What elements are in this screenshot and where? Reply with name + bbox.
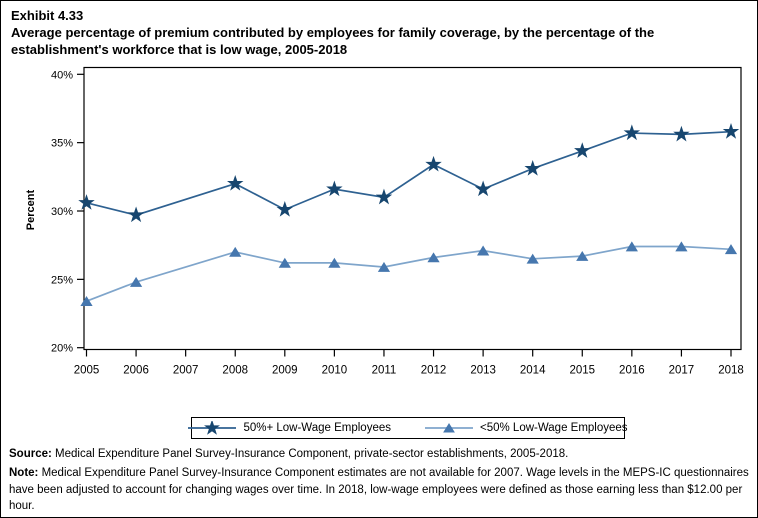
series-under50-low-wage (80, 241, 738, 307)
data-point-marker (377, 261, 391, 272)
x-tick-label: 2009 (272, 365, 298, 377)
data-point-marker (526, 253, 539, 264)
x-tick-label: 2015 (569, 365, 595, 377)
data-point-marker (326, 180, 343, 197)
data-point-marker (80, 296, 93, 307)
footnotes: Source: Medical Expenditure Panel Survey… (9, 446, 753, 517)
series-line (86, 130, 732, 216)
x-tick-label: 2010 (322, 365, 348, 377)
data-point-marker (673, 125, 690, 142)
series-50plus-low-wage (78, 123, 740, 223)
method-note: Note: Medical Expenditure Panel Survey-I… (9, 465, 753, 514)
x-tick-label: 2016 (619, 365, 645, 377)
x-tick-label: 2006 (123, 365, 149, 377)
data-point-marker (625, 241, 638, 252)
y-tick-label: 25% (51, 274, 73, 286)
note-text: Medical Expenditure Panel Survey-Insuran… (9, 467, 749, 512)
data-point-marker (229, 246, 242, 257)
data-point-marker (675, 241, 688, 252)
y-tick-label: 40% (51, 69, 73, 81)
data-point-marker (375, 188, 393, 205)
x-tick-label: 2005 (74, 365, 100, 377)
legend-item-under50-low-wage: <50% Low-Wage Employees (425, 421, 628, 435)
data-point-marker (574, 142, 591, 158)
x-tick-label: 2013 (470, 365, 496, 377)
x-tick-label: 2018 (718, 365, 744, 377)
data-point-marker (328, 257, 341, 268)
chart-legend: 50%+ Low-Wage Employees <50% Low-Wage Em… (188, 417, 628, 439)
source-note: Source: Medical Expenditure Panel Survey… (9, 446, 753, 462)
plot-frame (83, 66, 742, 351)
data-point-marker (724, 244, 738, 255)
x-tick-label: 2007 (173, 365, 199, 377)
y-axis-title: Percent (25, 189, 37, 230)
data-point-marker (427, 252, 440, 263)
triangle-icon (443, 423, 455, 433)
y-tick-label: 30% (51, 206, 73, 218)
y-tick-label: 20% (51, 343, 73, 355)
note-label: Note: (9, 467, 39, 480)
data-point-marker (524, 159, 541, 176)
x-tick-label: 2008 (222, 365, 248, 377)
data-point-marker (78, 194, 95, 210)
title-block: Exhibit 4.33 Average percentage of premi… (11, 7, 719, 58)
data-point-marker (474, 180, 492, 197)
data-point-marker (278, 257, 291, 268)
chart-title: Average percentage of premium contribute… (11, 25, 655, 58)
data-point-marker (477, 245, 490, 256)
x-tick-label: 2011 (372, 365, 397, 377)
data-point-marker (576, 250, 589, 261)
legend-label: 50%+ Low-Wage Employees (243, 422, 391, 434)
x-tick-label: 2017 (669, 365, 695, 377)
star-line-marker-icon (188, 421, 237, 435)
x-tick-label: 2012 (421, 365, 447, 377)
data-point-marker (722, 123, 740, 139)
legend-item-50plus-low-wage: 50%+ Low-Wage Employees (188, 421, 391, 435)
star-icon (204, 421, 221, 435)
data-point-marker (623, 124, 641, 141)
source-text: Medical Expenditure Panel Survey-Insuran… (51, 448, 569, 460)
data-point-marker (227, 175, 244, 191)
data-point-marker (129, 276, 143, 287)
source-label: Source: (9, 448, 52, 460)
exhibit-number: Exhibit 4.33 (11, 8, 84, 23)
data-point-marker (425, 155, 442, 172)
y-tick-label: 35% (51, 138, 73, 150)
legend-label: <50% Low-Wage Employees (480, 422, 628, 434)
triangle-line-marker-icon (425, 423, 473, 433)
line-chart: 20% 25% 30% 35% 40% 2005 2006 2007 2008 2009 2010 2… (25, 66, 744, 377)
x-tick-label: 2014 (520, 365, 546, 377)
data-point-marker (127, 206, 145, 223)
data-point-marker (276, 200, 294, 217)
series-line (86, 245, 732, 302)
